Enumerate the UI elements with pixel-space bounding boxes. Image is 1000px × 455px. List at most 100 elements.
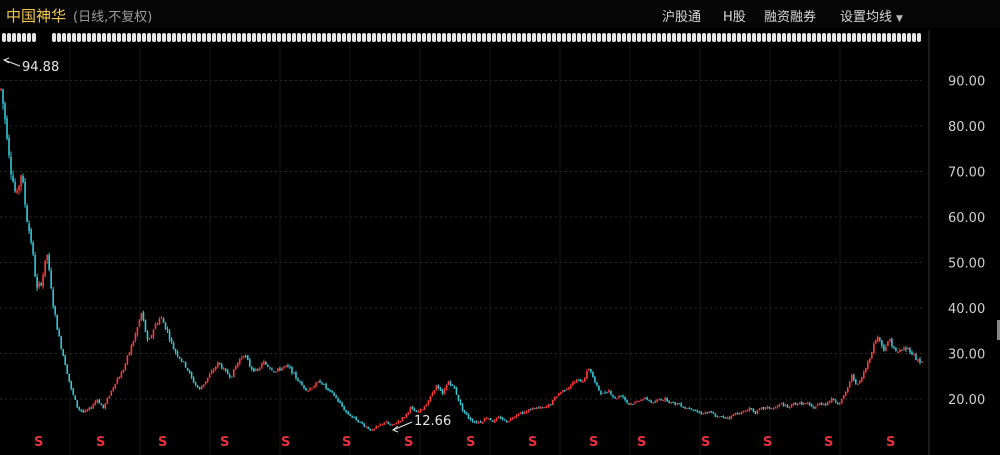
header-bar: 中国神华 (日线,不复权) 沪股通 H股 融资融券 设置均线 ▼ <box>0 0 1000 28</box>
candle-up <box>443 389 446 395</box>
dividend-marker: S <box>281 435 290 450</box>
candle-down <box>341 402 343 407</box>
ma-indicator-dot <box>557 33 561 42</box>
candle-down <box>289 366 291 368</box>
candle-down <box>357 420 359 423</box>
ma-indicator-dot <box>202 33 206 42</box>
candle-up <box>38 283 40 287</box>
candle-down <box>329 390 331 392</box>
candle-up <box>104 403 107 409</box>
y-tick-label: 70.00 <box>948 166 985 181</box>
ma-indicator-dot <box>467 33 471 42</box>
candle-down <box>905 347 907 350</box>
candle-down <box>604 392 606 394</box>
grid-layer <box>0 46 925 455</box>
ma-indicator-dot <box>167 33 171 42</box>
candle-up <box>487 418 490 420</box>
ma-indicator-dot <box>57 33 61 42</box>
candle-down <box>68 373 71 382</box>
ma-indicator-dot <box>587 33 591 42</box>
candle-down <box>48 254 50 270</box>
candle-down <box>600 390 602 395</box>
candle-down <box>919 359 921 363</box>
ma-indicator-dot <box>757 33 761 42</box>
candle-up <box>863 372 865 379</box>
ma-indicator-dot <box>622 33 626 42</box>
ma-indicator-dot <box>732 33 736 42</box>
ma-indicator-dot <box>837 33 841 42</box>
candle-down <box>269 367 271 369</box>
ma-indicator-dot <box>277 33 281 42</box>
ma-indicator-dot <box>657 33 661 42</box>
candle-down <box>471 419 474 422</box>
candle-up <box>511 418 514 420</box>
stock-name[interactable]: 中国神华 <box>6 7 67 25</box>
candle-down <box>893 346 895 349</box>
menu-hu-gu-tong[interactable]: 沪股通 <box>662 10 702 25</box>
candle-down <box>28 223 30 232</box>
ma-indicator-dot <box>642 33 646 42</box>
ma-indicator-dot <box>617 33 621 42</box>
candle-up <box>907 347 909 350</box>
candle-up <box>865 367 867 373</box>
candle-up <box>513 417 516 419</box>
ma-indicator-dot <box>147 33 151 42</box>
candle-down <box>305 387 307 391</box>
candle-down <box>463 410 466 413</box>
candle-up <box>44 260 46 276</box>
candle-up <box>200 386 203 390</box>
candle-up <box>568 387 570 390</box>
ma-indicator-dot <box>387 33 391 42</box>
candle-up <box>234 366 237 370</box>
candle-up <box>481 421 484 423</box>
menu-margin-trading[interactable]: 融资融券 <box>764 10 817 25</box>
candle-down <box>102 404 105 409</box>
candle-down <box>449 381 452 385</box>
ma-indicator-dot <box>32 33 36 42</box>
ma-indicator-dot <box>892 33 896 42</box>
candle-down <box>293 372 295 374</box>
candle-down <box>228 374 231 377</box>
candle-down <box>76 400 79 408</box>
candle-down <box>800 401 803 405</box>
y-tick-label: 30.00 <box>948 348 985 363</box>
ma-indicator-dot <box>687 33 691 42</box>
menu-ma-settings[interactable]: 设置均线 ▼ <box>840 6 903 25</box>
ma-indicator-dot <box>547 33 551 42</box>
candle-down <box>10 156 12 175</box>
candle-up <box>662 399 664 401</box>
y-tick-label: 90.00 <box>948 75 985 90</box>
ma-indicator-dot <box>597 33 601 42</box>
annotations-layer: 94.88 12.66 <box>2 57 451 433</box>
candle-down <box>291 366 293 374</box>
y-tick-label: 50.00 <box>948 257 985 272</box>
candle-down <box>736 413 739 415</box>
candle-down <box>62 349 65 356</box>
ma-indicator-dot <box>242 33 246 42</box>
ma-indicator-dot <box>342 33 346 42</box>
candle-down <box>503 419 506 421</box>
candle-up <box>140 313 143 320</box>
ma-indicator-dot <box>247 33 251 42</box>
menu-h-share[interactable]: H股 <box>723 10 746 25</box>
candle-down <box>78 407 81 410</box>
candle-up <box>527 409 530 412</box>
ma-indicator-dot <box>452 33 456 42</box>
candle-down <box>879 337 881 340</box>
candle-up <box>409 407 412 413</box>
candle-down <box>144 319 147 332</box>
candle-down <box>684 407 687 409</box>
ma-indicator-dot <box>27 33 31 42</box>
candle-down <box>437 385 440 389</box>
ma-indicator-dot <box>872 33 876 42</box>
candle-down <box>706 412 709 414</box>
candle-down <box>594 376 596 383</box>
ma-indicator-dot <box>647 33 651 42</box>
candle-down <box>786 405 789 408</box>
candle-up <box>419 408 422 412</box>
candle-down <box>606 392 608 394</box>
candle-down <box>52 289 54 307</box>
candle-up <box>397 421 400 423</box>
